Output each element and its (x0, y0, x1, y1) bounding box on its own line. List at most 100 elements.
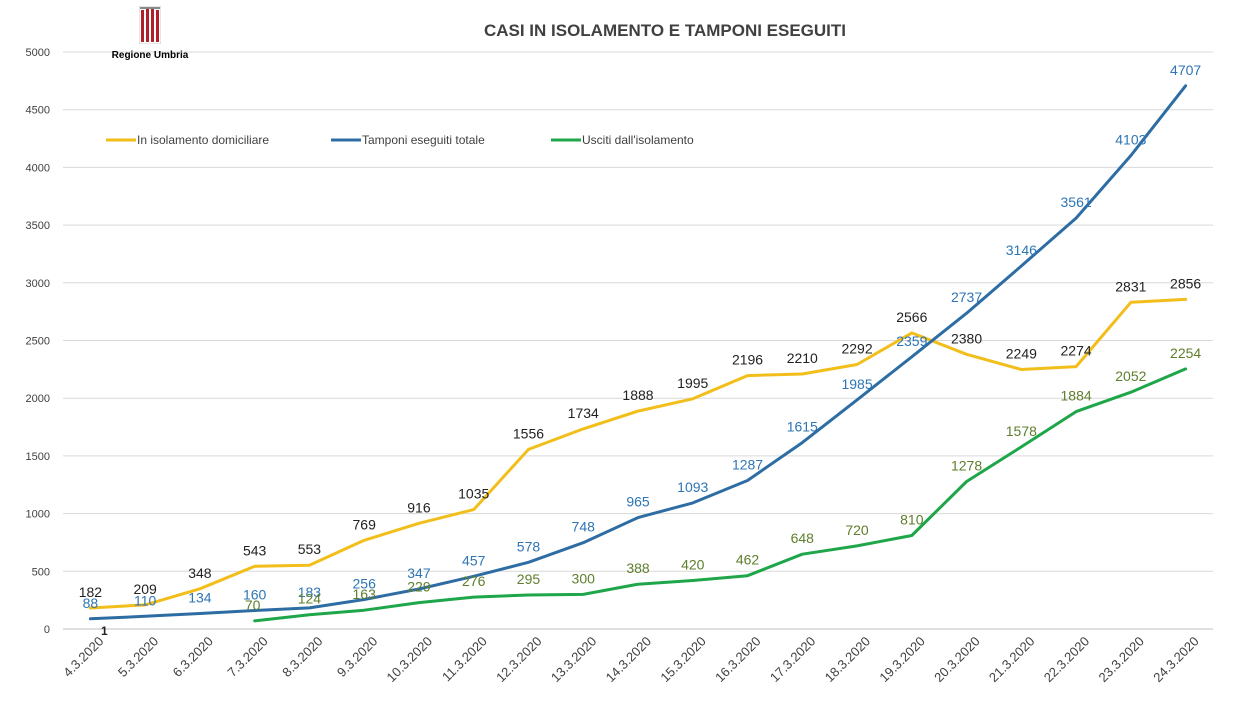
chart-title: CASI IN ISOLAMENTO E TAMPONI ESEGUITI (484, 21, 846, 40)
data-label: 553 (298, 541, 322, 557)
x-tick-label: 23.3.2020 (1095, 634, 1147, 686)
data-label: 720 (845, 522, 869, 538)
data-label: 209 (133, 581, 157, 597)
y-tick-label: 1000 (26, 509, 50, 521)
data-label: 2359 (896, 333, 927, 349)
x-tick-label: 7.3.2020 (224, 634, 270, 680)
data-label: 1556 (513, 425, 544, 441)
x-tick-label: 20.3.2020 (931, 634, 983, 686)
data-label: 1093 (677, 479, 708, 495)
data-label: 229 (407, 579, 431, 595)
y-tick-label: 0 (44, 624, 50, 636)
y-tick-label: 3500 (26, 220, 50, 232)
data-label: 2196 (732, 352, 763, 368)
y-tick-label: 4500 (26, 105, 50, 117)
data-label: 1884 (1061, 388, 1092, 404)
legend-label: In isolamento domiciliare (137, 133, 269, 147)
x-tick-label: 21.3.2020 (986, 634, 1038, 686)
data-label: 256 (353, 575, 377, 591)
x-tick-label: 18.3.2020 (822, 634, 874, 686)
data-label: 748 (572, 519, 596, 535)
region-crest-icon (138, 5, 162, 45)
data-label: 2052 (1115, 368, 1146, 384)
data-label: 2274 (1061, 343, 1092, 359)
data-label: 182 (79, 584, 103, 600)
data-label: 457 (462, 552, 486, 568)
data-label: 810 (900, 512, 924, 528)
x-tick-label: 8.3.2020 (279, 634, 325, 680)
series-line (253, 367, 1188, 623)
data-label: 2249 (1006, 345, 1037, 361)
data-label: 1035 (458, 486, 489, 502)
data-label: 2210 (787, 350, 818, 366)
y-tick-label: 3000 (26, 278, 50, 290)
series-line (88, 297, 1188, 610)
x-tick-label: 12.3.2020 (493, 634, 545, 686)
y-tick-label: 1500 (26, 451, 50, 463)
data-label: 347 (407, 565, 431, 581)
x-tick-label: 19.3.2020 (876, 634, 928, 686)
region-logo-text: Regione Umbria (111, 50, 189, 61)
series-lines (88, 84, 1188, 623)
data-label: 1615 (787, 419, 818, 435)
data-label: 543 (243, 542, 267, 558)
grid-lines (63, 51, 1213, 630)
data-label: 2254 (1170, 345, 1201, 361)
data-label: 769 (353, 516, 377, 532)
data-label: 2566 (896, 309, 927, 325)
x-tick-label: 11.3.2020 (439, 634, 490, 685)
y-axis-ticks: 0 500 1000 1500 2000 2500 3000 3500 4000 4500 5000 (26, 47, 50, 636)
data-label: 2380 (951, 330, 982, 346)
data-label: 88 (83, 595, 99, 611)
x-tick-label: 15.3.2020 (657, 634, 709, 686)
data-label: 4103 (1115, 132, 1146, 148)
region-logo: Regione Umbria (110, 5, 190, 61)
x-tick-label: 24.3.2020 (1150, 634, 1202, 686)
data-label: 124 (298, 591, 322, 607)
series-line (88, 84, 1188, 621)
x-tick-label: 4.3.2020 (60, 634, 106, 680)
x-tick-label: 13.3.2020 (548, 634, 600, 686)
data-label: 578 (517, 538, 541, 554)
data-label: 1287 (732, 456, 763, 472)
data-label: 70 (245, 597, 261, 613)
annotation-label: 1 (101, 624, 108, 638)
data-label: 1578 (1006, 423, 1037, 439)
x-tick-label: 16.3.2020 (712, 634, 764, 686)
data-labels: 182 209 348 543 553 769 916 1035 1556 1734 1888 199… (79, 62, 1202, 638)
data-label: 2292 (841, 341, 872, 357)
data-label: 2856 (1170, 275, 1201, 291)
legend-label: Tamponi eseguiti totale (362, 133, 485, 147)
data-label: 965 (626, 494, 650, 510)
data-label: 1278 (951, 458, 982, 474)
legend-label: Usciti dall'isolamento (582, 133, 694, 147)
data-label: 1734 (568, 405, 599, 421)
data-label: 3146 (1006, 242, 1037, 258)
data-label: 2737 (951, 289, 982, 305)
data-label: 348 (188, 565, 212, 581)
x-tick-label: 22.3.2020 (1041, 634, 1093, 686)
data-label: 3561 (1061, 194, 1092, 210)
y-tick-label: 500 (32, 566, 50, 578)
data-label: 300 (572, 570, 596, 586)
y-tick-label: 2000 (26, 393, 50, 405)
data-label: 462 (736, 552, 760, 568)
data-label: 110 (134, 592, 157, 608)
data-label: 134 (188, 590, 212, 606)
x-tick-label: 6.3.2020 (170, 634, 216, 680)
data-label: 1995 (677, 375, 708, 391)
data-label: 2831 (1115, 278, 1146, 294)
data-label: 4707 (1170, 62, 1201, 78)
data-label: 163 (353, 586, 377, 602)
data-label: 420 (681, 557, 705, 573)
y-tick-label: 2500 (26, 336, 50, 348)
x-tick-label: 10.3.2020 (384, 634, 436, 686)
x-tick-label: 9.3.2020 (334, 634, 380, 680)
x-tick-label: 17.3.2020 (767, 634, 819, 686)
x-tick-label: 14.3.2020 (603, 634, 655, 686)
data-label: 160 (243, 587, 267, 603)
data-label: 1888 (622, 387, 653, 403)
data-label: 183 (298, 584, 322, 600)
data-label: 1985 (841, 376, 872, 392)
data-label: 295 (517, 571, 541, 587)
